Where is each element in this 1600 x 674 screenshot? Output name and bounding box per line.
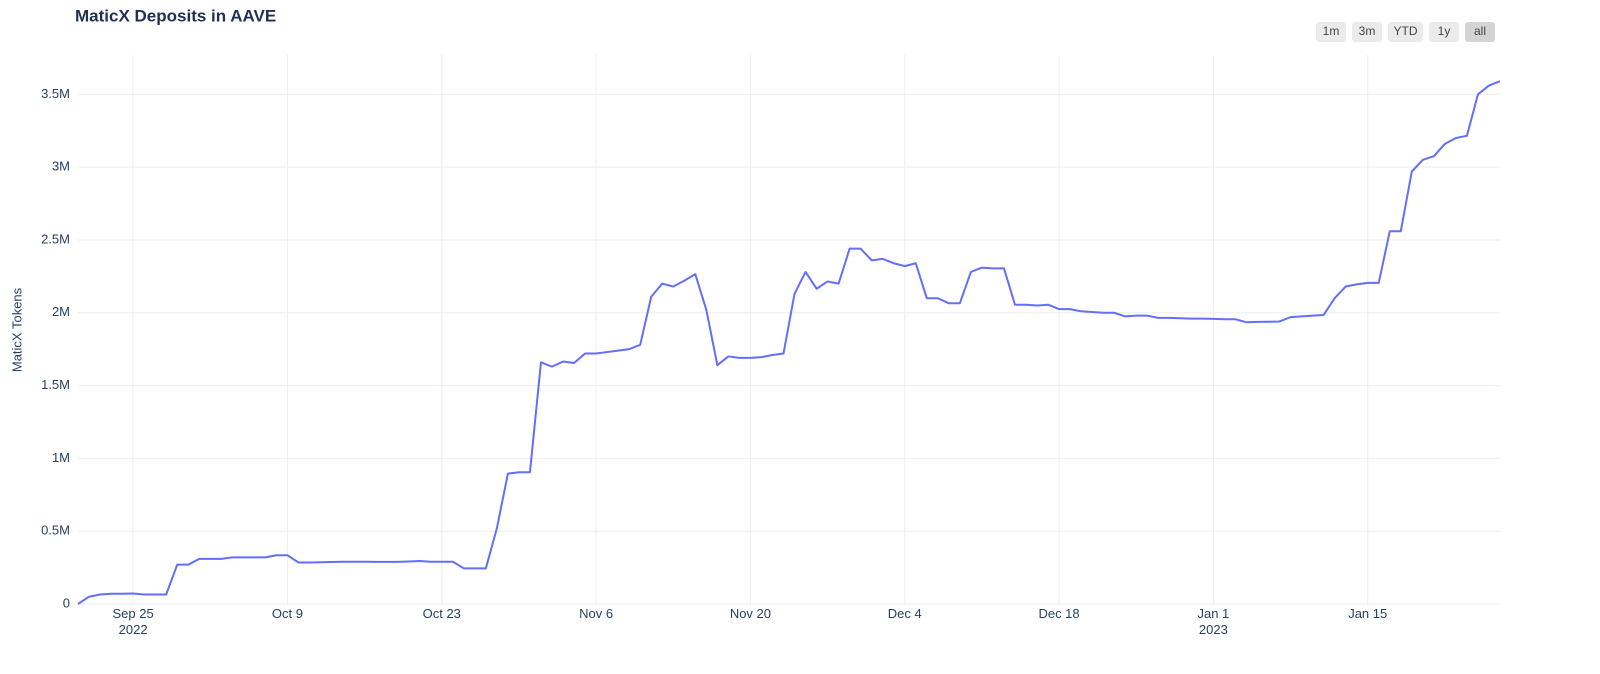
- x-tick-label: Jan 1 2023: [1197, 606, 1229, 637]
- range-button-label[interactable]: 1m: [1323, 24, 1340, 38]
- range-button[interactable]: [1465, 22, 1495, 42]
- y-tick-label: 3.5M: [41, 86, 70, 101]
- range-button[interactable]: [1429, 22, 1459, 42]
- x-tick-label: Nov 20: [730, 606, 771, 621]
- chart-title: MaticX Deposits in AAVE: [75, 6, 276, 25]
- y-axis-label: MaticX Tokens: [9, 287, 24, 372]
- y-tick-label: 2.5M: [41, 231, 70, 246]
- x-tick-label: Dec 4: [888, 606, 922, 621]
- y-tick-label: 1.5M: [41, 377, 70, 392]
- range-button-label[interactable]: 3m: [1359, 24, 1376, 38]
- x-tick-label: Oct 23: [423, 606, 461, 621]
- range-button-label[interactable]: YTD: [1394, 24, 1418, 38]
- x-tick-label: Oct 9: [272, 606, 303, 621]
- y-tick-label: 3M: [52, 159, 70, 174]
- y-tick-label: 1M: [52, 450, 70, 465]
- range-button[interactable]: [1316, 22, 1346, 42]
- x-tick-label: Jan 15: [1348, 606, 1387, 621]
- data-line: [77, 80, 1501, 605]
- y-tick-label: 2M: [52, 304, 70, 319]
- range-button[interactable]: [1352, 22, 1382, 42]
- range-button-label[interactable]: all: [1474, 24, 1486, 38]
- y-tick-label: 0.5M: [41, 523, 70, 538]
- x-tick-label: Nov 6: [579, 606, 613, 621]
- x-tick-label: Sep 25 2022: [113, 606, 154, 637]
- x-tick-label: Dec 18: [1038, 606, 1079, 621]
- y-tick-label: 0: [63, 595, 70, 610]
- range-button[interactable]: [1388, 22, 1423, 42]
- range-button-label[interactable]: 1y: [1438, 24, 1451, 38]
